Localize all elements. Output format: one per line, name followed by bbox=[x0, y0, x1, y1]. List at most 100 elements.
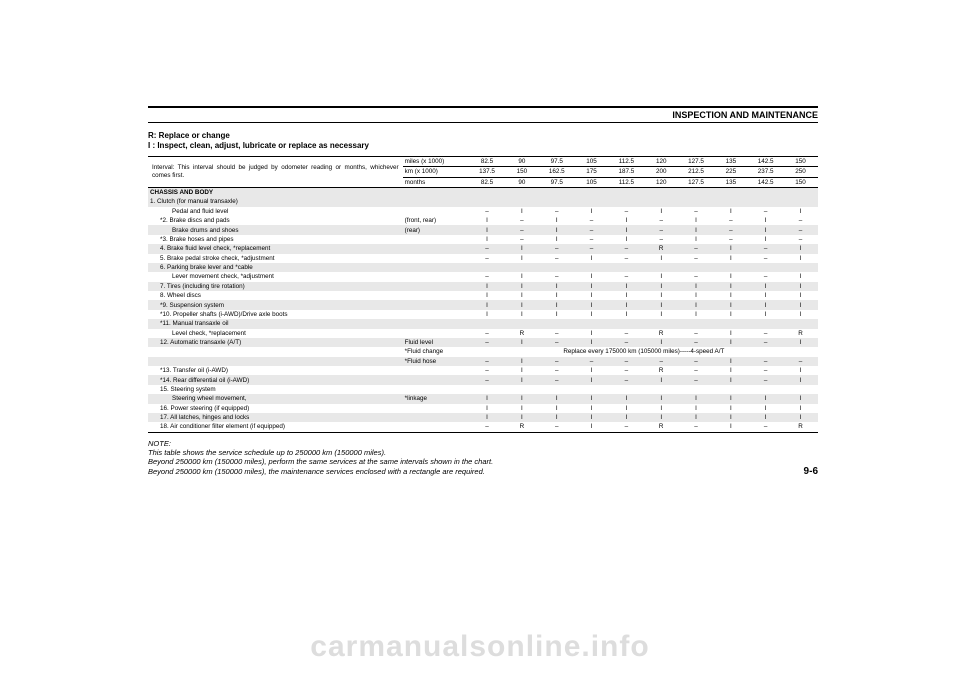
cell-value: – bbox=[470, 422, 505, 432]
table-row: 18. Air conditioner filter element (if e… bbox=[148, 422, 818, 432]
cell-value: I bbox=[609, 394, 644, 403]
cell-value: I bbox=[504, 375, 539, 384]
cell-value: I bbox=[504, 394, 539, 403]
cell-value: I bbox=[713, 366, 748, 375]
watermark: carmanualsonline.info bbox=[0, 630, 960, 664]
cell-value: – bbox=[539, 254, 574, 263]
cell-value: I bbox=[748, 413, 783, 422]
cell-value: I bbox=[783, 272, 818, 281]
cell-value: I bbox=[783, 310, 818, 319]
cell-value: I bbox=[644, 375, 679, 384]
row-sublabel: (rear) bbox=[403, 225, 470, 234]
row-sublabel: *linkage bbox=[403, 394, 470, 403]
cell-value: I bbox=[644, 291, 679, 300]
cell-value: I bbox=[504, 413, 539, 422]
row-sublabel: (front, rear) bbox=[403, 216, 470, 225]
cell-value: I bbox=[539, 235, 574, 244]
cell-value: I bbox=[748, 282, 783, 291]
cell-value: R bbox=[504, 329, 539, 338]
cell-value: I bbox=[574, 282, 609, 291]
table-row: *14. Rear differential oil (i-AWD)–I–I–I… bbox=[148, 375, 818, 384]
cell-value: I bbox=[574, 422, 609, 432]
cell-value: – bbox=[748, 375, 783, 384]
cell-value: – bbox=[644, 225, 679, 234]
cell-value: I bbox=[713, 207, 748, 216]
cell-value: – bbox=[748, 422, 783, 432]
header-row-miles: Interval: This interval should be judged… bbox=[148, 156, 818, 166]
cell-value: I bbox=[713, 413, 748, 422]
table-row: *3. Brake hoses and pipesI–I–I–I–I– bbox=[148, 235, 818, 244]
interval-text: Interval: This interval should be judged… bbox=[148, 156, 403, 187]
table-row: 16. Power steering (if equipped)IIIIIIII… bbox=[148, 404, 818, 413]
cell-value: – bbox=[539, 366, 574, 375]
cell-value: I bbox=[644, 394, 679, 403]
row-label: Lever movement check, *adjustment bbox=[148, 272, 403, 281]
cell-value: I bbox=[644, 413, 679, 422]
legend-line-1: R: Replace or change bbox=[148, 131, 818, 141]
cell-value: I bbox=[470, 225, 505, 234]
cell-value: I bbox=[470, 216, 505, 225]
row-label: 18. Air conditioner filter element (if e… bbox=[148, 422, 403, 432]
unit-km: km (x 1000) bbox=[403, 167, 470, 177]
cell-value: – bbox=[609, 329, 644, 338]
cell-value: – bbox=[504, 225, 539, 234]
table-row: *9. Suspension systemIIIIIIIIII bbox=[148, 300, 818, 309]
cell-value: I bbox=[783, 413, 818, 422]
cell-value: I bbox=[713, 422, 748, 432]
row-label: Level check, *replacement bbox=[148, 329, 403, 338]
section-row: CHASSIS AND BODY bbox=[148, 187, 818, 197]
cell-value: I bbox=[539, 413, 574, 422]
cell-value: – bbox=[574, 216, 609, 225]
cell-value: I bbox=[470, 404, 505, 413]
cell-value: – bbox=[470, 375, 505, 384]
cell-value: – bbox=[609, 422, 644, 432]
cell-value: I bbox=[783, 404, 818, 413]
cell-value: I bbox=[748, 291, 783, 300]
cell-value: – bbox=[539, 207, 574, 216]
row-sublabel bbox=[403, 291, 470, 300]
cell-value: I bbox=[574, 254, 609, 263]
cell-value: I bbox=[748, 216, 783, 225]
cell-value: – bbox=[713, 225, 748, 234]
cell-value: – bbox=[609, 254, 644, 263]
cell-value: I bbox=[574, 272, 609, 281]
row-label: 6. Parking brake lever and *cable bbox=[148, 263, 818, 272]
cell-value: – bbox=[748, 244, 783, 253]
note-line-2: Beyond 250000 km (150000 miles), perform… bbox=[148, 457, 818, 466]
cell-value: – bbox=[539, 329, 574, 338]
cell-value: I bbox=[609, 225, 644, 234]
cell-value: – bbox=[609, 244, 644, 253]
note-line-3: Beyond 250000 km (150000 miles), the mai… bbox=[148, 467, 818, 476]
row-label: 17. All latches, hinges and locks bbox=[148, 413, 403, 422]
cell-value: I bbox=[609, 300, 644, 309]
cell-value: I bbox=[539, 394, 574, 403]
cell-value: I bbox=[644, 338, 679, 347]
row-sublabel bbox=[403, 207, 470, 216]
cell-value: I bbox=[539, 216, 574, 225]
cell-value: I bbox=[679, 291, 714, 300]
cell-value: I bbox=[748, 394, 783, 403]
row-label: *10. Propeller shafts (i-AWD)/Drive axle… bbox=[148, 310, 403, 319]
table-row: Brake drums and shoes(rear)I–I–I–I–I– bbox=[148, 225, 818, 234]
cell-value: I bbox=[783, 207, 818, 216]
cell-value: I bbox=[748, 225, 783, 234]
cell-value: I bbox=[713, 338, 748, 347]
cell-value: R bbox=[644, 329, 679, 338]
table-row: 1. Clutch (for manual transaxle) bbox=[148, 197, 818, 206]
cell-value: I bbox=[470, 394, 505, 403]
cell-value: I bbox=[713, 282, 748, 291]
cell-value: I bbox=[679, 235, 714, 244]
cell-value: – bbox=[470, 357, 505, 366]
table-row: 15. Steering system bbox=[148, 385, 818, 394]
cell-value: I bbox=[470, 413, 505, 422]
row-sublabel bbox=[403, 329, 470, 338]
cell-value: I bbox=[713, 272, 748, 281]
row-sublabel bbox=[403, 244, 470, 253]
cell-value: I bbox=[504, 254, 539, 263]
cell-value: – bbox=[748, 366, 783, 375]
cell-value: – bbox=[470, 207, 505, 216]
cell-value: I bbox=[679, 394, 714, 403]
cell-value: I bbox=[783, 244, 818, 253]
cell-value: I bbox=[783, 366, 818, 375]
cell-value: – bbox=[539, 272, 574, 281]
